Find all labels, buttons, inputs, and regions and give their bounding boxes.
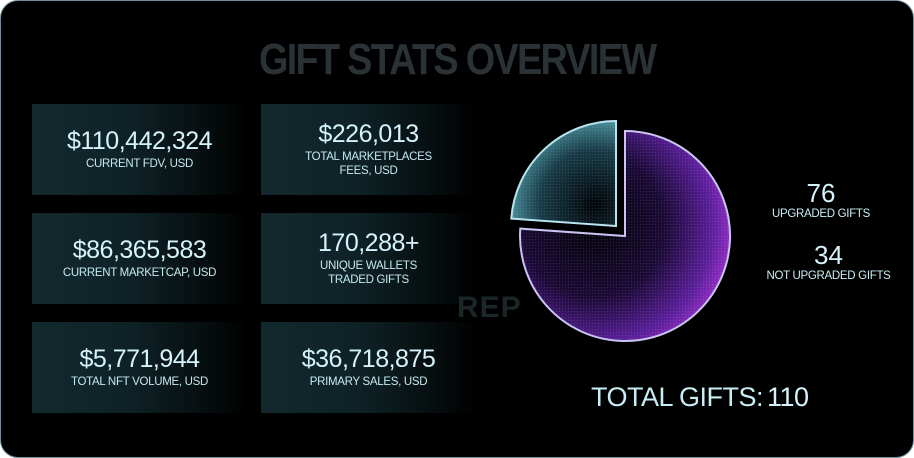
pie-slice-not-upgraded	[510, 119, 617, 228]
stat-label: CURRENT FDV, USD	[85, 158, 194, 170]
stat-value: $226,013	[318, 120, 419, 148]
stat-value: $36,718,875	[301, 345, 436, 373]
legend-value: 34	[814, 240, 843, 270]
stat-value: 170,288+	[318, 229, 419, 257]
stat-label: CURRENT MARKETCAP, USD	[62, 267, 217, 279]
watermark-logo: REP	[457, 291, 522, 324]
gifts-pie-chart	[510, 119, 731, 342]
legend-label: UPGRADED GIFTS	[771, 208, 871, 220]
stat-card-marketplace-fees: $226,013 TOTAL MARKETPLACES FEES, USD	[261, 104, 476, 195]
pie-slice-upgraded	[519, 129, 731, 342]
stat-card-nft-volume: $5,771,944 TOTAL NFT VOLUME, USD	[32, 322, 247, 413]
stat-label: TOTAL MARKETPLACES FEES, USD	[305, 151, 432, 177]
stat-label: PRIMARY SALES, USD	[309, 376, 428, 388]
legend-value: 76	[806, 178, 836, 208]
legend-not-upgraded: 34 NOT UPGRADED GIFTS	[756, 241, 901, 283]
total-label: TOTAL GIFTS:	[591, 382, 764, 412]
stat-label: TOTAL NFT VOLUME, USD	[70, 376, 209, 388]
legend-label: NOT UPGRADED GIFTS	[766, 270, 891, 282]
stat-card-marketcap: $86,365,583 CURRENT MARKETCAP, USD	[32, 213, 247, 304]
stat-label: UNIQUE WALLETS TRADED GIFTS	[320, 260, 417, 286]
stat-card-primary-sales: $36,718,875 PRIMARY SALES, USD	[261, 322, 476, 413]
page-title: GIFT STATS OVERVIEW	[259, 35, 657, 84]
stat-value: $86,365,583	[72, 236, 207, 264]
stat-value: $5,771,944	[79, 345, 200, 373]
stat-card-fdv: $110,442,324 CURRENT FDV, USD	[32, 104, 247, 195]
legend-upgraded: 76 UPGRADED GIFTS	[766, 179, 876, 221]
stat-value: $110,442,324	[66, 127, 213, 155]
total-gifts: TOTAL GIFTS: 110	[591, 382, 809, 413]
total-value: 110	[767, 382, 809, 412]
stat-card-unique-wallets: 170,288+ UNIQUE WALLETS TRADED GIFTS	[261, 213, 476, 304]
